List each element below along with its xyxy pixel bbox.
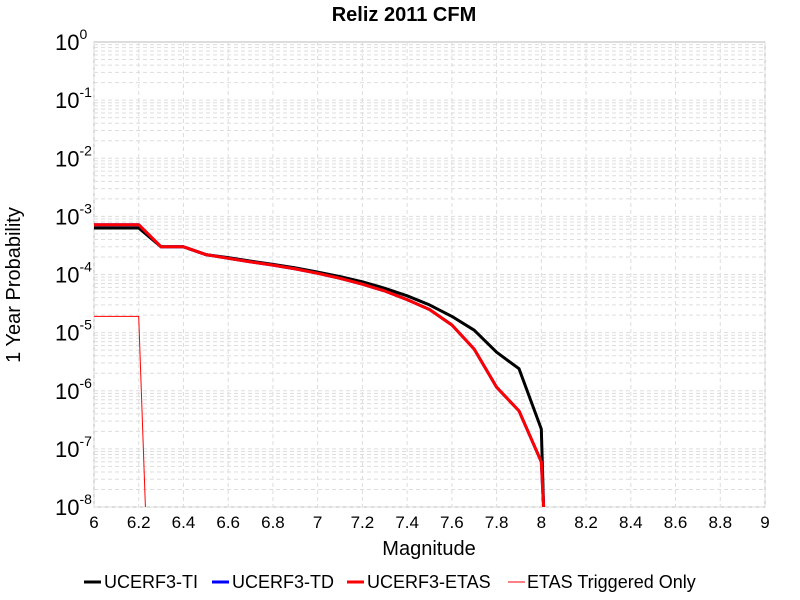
x-tick-label: 9 xyxy=(760,513,769,532)
x-tick-label: 6.4 xyxy=(172,513,196,532)
x-tick-label: 7.6 xyxy=(440,513,464,532)
x-tick-label: 8.4 xyxy=(619,513,643,532)
x-tick-label: 6.2 xyxy=(127,513,151,532)
x-tick-label: 7 xyxy=(313,513,322,532)
series-line-2 xyxy=(94,223,546,507)
x-tick-label: 8.8 xyxy=(708,513,732,532)
x-tick-label: 8 xyxy=(537,513,546,532)
series-line-3 xyxy=(94,315,146,507)
y-tick-label: 10-5 xyxy=(55,317,92,346)
chart-title: Reliz 2011 CFM xyxy=(332,4,477,26)
x-tick-label: 8.2 xyxy=(574,513,598,532)
y-tick-label: 10-7 xyxy=(55,433,92,462)
y-tick-label: 10-6 xyxy=(55,375,92,404)
y-axis-label: 1 Year Probability xyxy=(3,207,25,363)
series-group xyxy=(94,223,546,507)
legend-label-1: UCERF3-TD xyxy=(232,572,334,592)
y-axis-ticks: 10-8 10-7 10-6 10-5 10-4 10-3 10-2 10-1 100 xyxy=(55,26,92,520)
y-tick-label: 100 xyxy=(55,26,87,55)
x-axis-label: Magnitude xyxy=(382,538,475,560)
x-tick-label: 6 xyxy=(89,513,98,532)
legend-label-2: UCERF3-ETAS xyxy=(367,572,491,592)
x-tick-label: 7.8 xyxy=(485,513,509,532)
plot-area xyxy=(93,41,766,508)
grid xyxy=(93,42,766,508)
y-tick-label: 10-8 xyxy=(55,491,92,520)
legend-label-0: UCERF3-TI xyxy=(104,572,198,592)
y-tick-label: 10-2 xyxy=(55,142,92,171)
y-tick-label: 10-4 xyxy=(55,259,92,288)
x-tick-label: 7.4 xyxy=(395,513,419,532)
x-tick-label: 8.6 xyxy=(664,513,688,532)
legend: UCERF3-TI UCERF3-TD UCERF3-ETAS ETAS Trigge… xyxy=(84,572,696,592)
x-axis-ticks: 6 6.2 6.4 6.6 6.8 7 7.2 7.4 7.6 7.8 8 8.2 8.4 8.6 8.8 9 xyxy=(89,513,769,532)
y-tick-label: 10-1 xyxy=(55,84,92,113)
x-tick-label: 6.6 xyxy=(216,513,240,532)
x-tick-label: 7.2 xyxy=(351,513,375,532)
x-tick-label: 6.8 xyxy=(261,513,285,532)
y-tick-label: 10-3 xyxy=(55,200,92,229)
legend-label-3: ETAS Triggered Only xyxy=(527,572,696,592)
